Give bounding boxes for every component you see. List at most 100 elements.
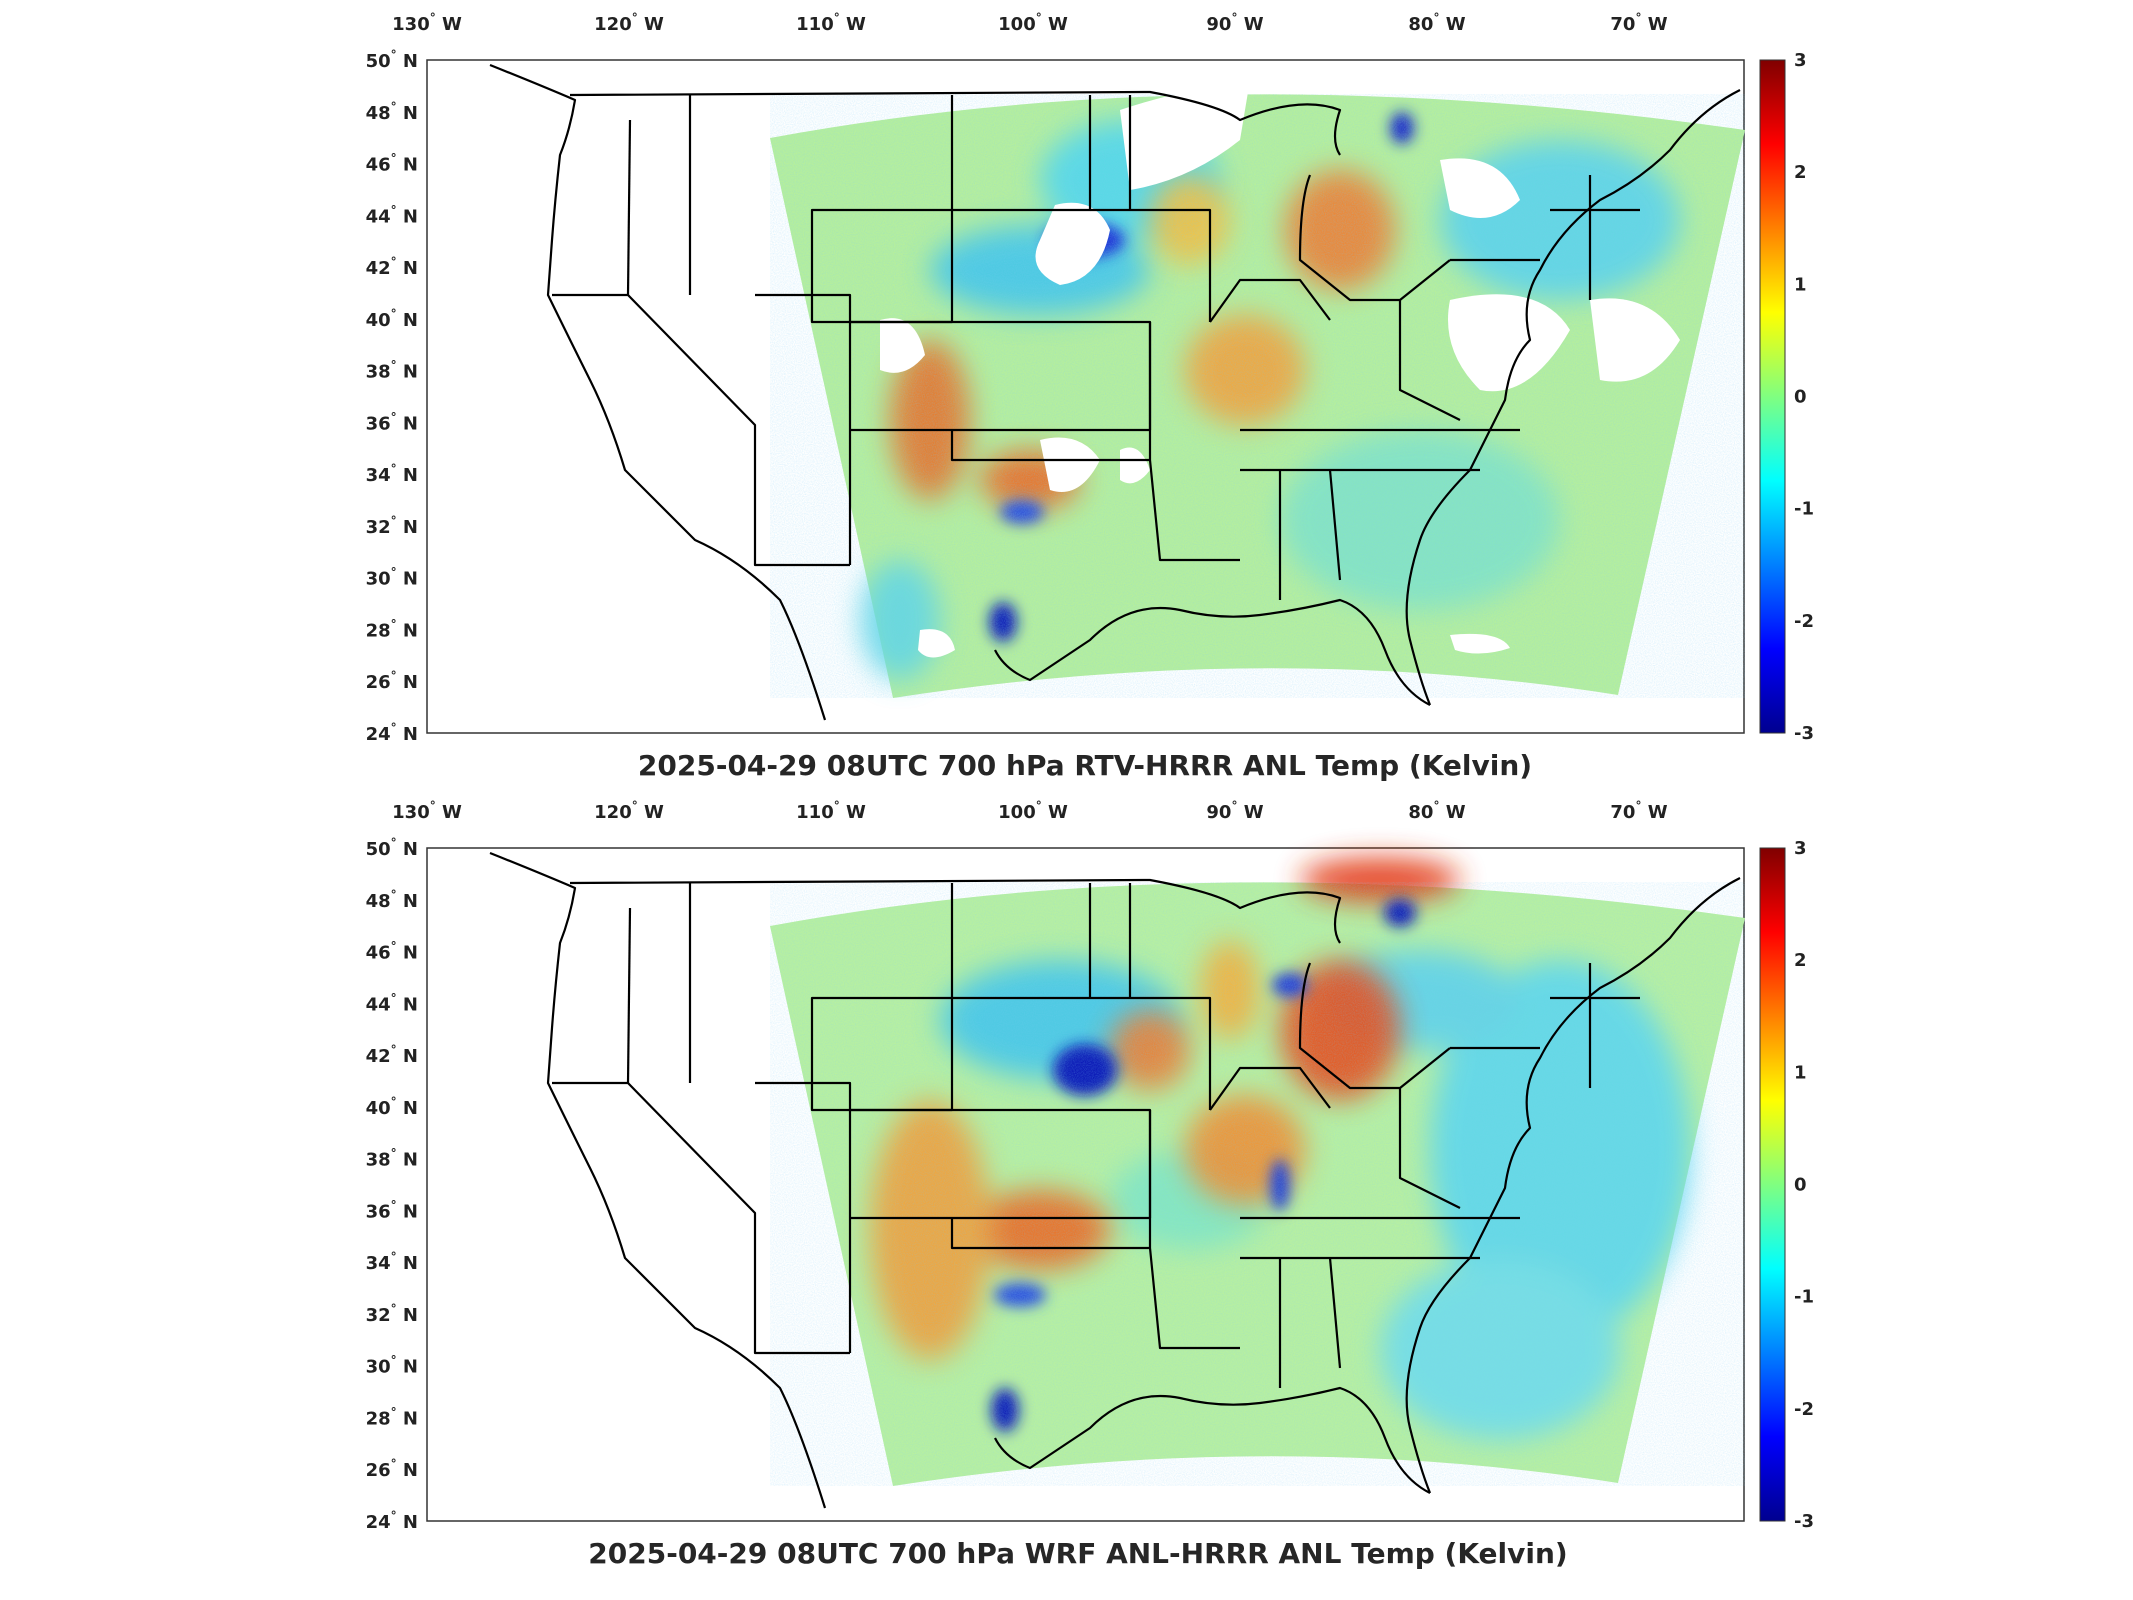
lat-tick-label: 26° N <box>366 1457 418 1481</box>
tick-degree: 90 <box>1206 802 1231 823</box>
lon-tick-label: 110° W <box>796 799 866 823</box>
lat-tick-label: 38° N <box>366 359 418 383</box>
tick-hemisphere: N <box>397 1253 418 1274</box>
degree-symbol: ° <box>632 799 638 813</box>
tick-hemisphere: N <box>397 1460 418 1481</box>
tick-degree: 70 <box>1610 802 1635 823</box>
tick-degree: 36 <box>366 413 391 434</box>
tick-degree: 40 <box>366 1098 391 1119</box>
colorbar-tick-label: 3 <box>1794 50 1807 71</box>
panel-bottom <box>426 847 1745 1522</box>
colorbar-tick-label: 0 <box>1794 1175 1807 1196</box>
degree-symbol: ° <box>391 669 397 683</box>
colorbar-tick-label: -3 <box>1794 1511 1814 1532</box>
lat-tick-label: 38° N <box>366 1147 418 1171</box>
lat-tick-label: 40° N <box>366 307 418 331</box>
lat-tick-label: 26° N <box>366 669 418 693</box>
tick-hemisphere: N <box>397 994 418 1015</box>
degree-symbol: ° <box>1635 799 1641 813</box>
tick-hemisphere: N <box>397 206 418 227</box>
lat-tick-label: 30° N <box>366 1354 418 1378</box>
tick-degree: 80 <box>1408 14 1433 35</box>
degree-symbol: ° <box>1231 11 1237 25</box>
tick-hemisphere: W <box>638 802 664 823</box>
tick-hemisphere: N <box>397 1098 418 1119</box>
tick-degree: 90 <box>1206 14 1231 35</box>
colorbar-tick-label: 1 <box>1794 1062 1807 1083</box>
tick-hemisphere: N <box>397 1150 418 1171</box>
lat-tick-label: 36° N <box>366 1198 418 1222</box>
tick-hemisphere: N <box>397 258 418 279</box>
lat-tick-label: 24° N <box>366 721 418 745</box>
tick-degree: 110 <box>796 14 834 35</box>
degree-symbol: ° <box>391 1198 397 1212</box>
tick-hemisphere: W <box>1237 14 1263 35</box>
tick-degree: 50 <box>366 839 391 860</box>
degree-symbol: ° <box>391 1354 397 1368</box>
boundary-lines <box>489 851 1741 1509</box>
tick-hemisphere: N <box>397 1408 418 1429</box>
lat-tick-label: 50° N <box>366 48 418 72</box>
panel-top <box>426 59 1745 734</box>
tick-degree: 46 <box>366 943 391 964</box>
tick-hemisphere: N <box>397 155 418 176</box>
tick-degree: 24 <box>366 724 391 745</box>
tick-hemisphere: W <box>1439 802 1465 823</box>
tick-degree: 44 <box>366 994 391 1015</box>
lat-tick-label: 50° N <box>366 836 418 860</box>
tick-degree: 44 <box>366 206 391 227</box>
colorbar-tick-label: -2 <box>1794 1399 1814 1420</box>
degree-symbol: ° <box>391 307 397 321</box>
lon-tick-label: 90° W <box>1206 11 1263 35</box>
degree-symbol: ° <box>391 1147 397 1161</box>
tick-hemisphere: N <box>397 724 418 745</box>
tick-degree: 34 <box>366 1253 391 1274</box>
lat-tick-label: 46° N <box>366 940 418 964</box>
tick-degree: 32 <box>366 517 391 538</box>
panel-title-top: 2025-04-29 08UTC 700 hPa RTV-HRRR ANL Te… <box>638 749 1532 782</box>
lat-tick-label: 40° N <box>366 1095 418 1119</box>
degree-symbol: ° <box>391 940 397 954</box>
colorbar-tick-label: 0 <box>1794 387 1807 408</box>
tick-hemisphere: N <box>397 1201 418 1222</box>
tick-hemisphere: N <box>397 362 418 383</box>
lon-tick-label: 100° W <box>998 11 1068 35</box>
colorbar-top <box>1759 59 1786 734</box>
degree-symbol: ° <box>391 462 397 476</box>
lon-tick-label: 70° W <box>1610 11 1667 35</box>
tick-degree: 120 <box>594 14 632 35</box>
tick-degree: 34 <box>366 465 391 486</box>
lat-tick-label: 28° N <box>366 617 418 641</box>
tick-hemisphere: W <box>1042 14 1068 35</box>
degree-symbol: ° <box>391 1095 397 1109</box>
lat-tick-label: 36° N <box>366 410 418 434</box>
degree-symbol: ° <box>391 1457 397 1471</box>
degree-symbol: ° <box>1635 11 1641 25</box>
tick-hemisphere: W <box>1042 802 1068 823</box>
degree-symbol: ° <box>1231 799 1237 813</box>
degree-symbol: ° <box>1036 799 1042 813</box>
degree-symbol: ° <box>391 836 397 850</box>
degree-symbol: ° <box>834 11 840 25</box>
degree-symbol: ° <box>391 48 397 62</box>
lat-tick-label: 44° N <box>366 203 418 227</box>
tick-hemisphere: N <box>397 1305 418 1326</box>
degree-symbol: ° <box>834 799 840 813</box>
lat-tick-label: 42° N <box>366 1043 418 1067</box>
data-field <box>770 858 1745 1486</box>
boundary-lines <box>489 63 1741 721</box>
lat-tick-label: 48° N <box>366 100 418 124</box>
tick-hemisphere: N <box>397 1357 418 1378</box>
colorbar-tick-label: 2 <box>1794 162 1807 183</box>
tick-hemisphere: N <box>397 51 418 72</box>
tick-hemisphere: N <box>397 413 418 434</box>
lon-tick-label: 110° W <box>796 11 866 35</box>
degree-symbol: ° <box>632 11 638 25</box>
degree-symbol: ° <box>391 100 397 114</box>
tick-degree: 28 <box>366 620 391 641</box>
axis-tick-labels: 130° W 120° W 110° W 100° W 90° W 80° W 70° W5… <box>366 11 1814 1533</box>
data-field <box>770 80 1745 698</box>
tick-hemisphere: N <box>397 517 418 538</box>
tick-degree: 80 <box>1408 802 1433 823</box>
tick-hemisphere: W <box>436 14 462 35</box>
